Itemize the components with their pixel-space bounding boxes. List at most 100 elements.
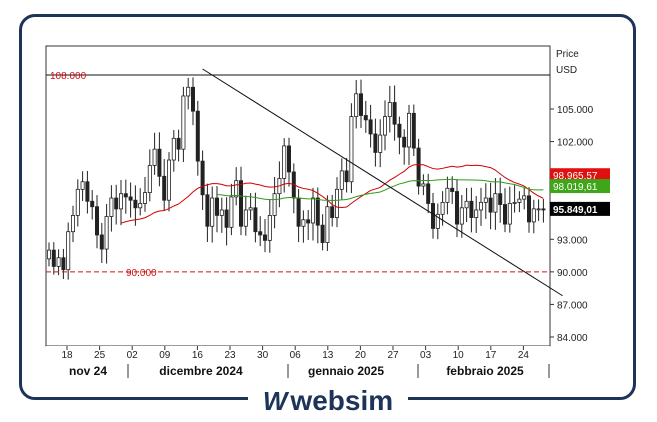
candle xyxy=(195,100,200,176)
x-tick-label: 23 xyxy=(224,350,236,361)
candle xyxy=(272,176,277,229)
candle xyxy=(262,219,267,253)
ma-short-tag: 98.965,57 xyxy=(550,168,610,183)
candle xyxy=(128,182,133,218)
candle xyxy=(171,130,176,172)
last-price-value: 95.849,01 xyxy=(553,205,598,216)
candle xyxy=(301,210,306,243)
candle xyxy=(339,158,344,200)
y-tick-label: 84.000 xyxy=(557,333,588,344)
month-label: gennaio 2025 xyxy=(308,364,384,378)
y-tick-label: 105.000 xyxy=(557,105,594,116)
candle xyxy=(354,80,359,129)
candle xyxy=(373,118,378,167)
candle xyxy=(85,170,90,214)
month-label: dicembre 2024 xyxy=(159,364,243,378)
candle xyxy=(430,193,435,239)
ma-long-value: 98.019,61 xyxy=(553,182,598,193)
candle xyxy=(498,177,503,223)
candle xyxy=(454,179,459,238)
candle xyxy=(99,222,104,263)
x-axis: 18 25 02 09 16 23 30 06 13 20 27 03 10 17 24 xyxy=(61,346,529,361)
websim-logo: W websim xyxy=(248,383,408,419)
x-tick-label: 30 xyxy=(257,350,269,361)
candle xyxy=(387,85,392,133)
candle xyxy=(325,195,330,251)
candle xyxy=(162,159,167,211)
candle xyxy=(51,242,56,275)
x-tick-label: 17 xyxy=(485,350,497,361)
axis-area xyxy=(46,346,550,382)
candle xyxy=(190,77,195,126)
candle xyxy=(114,184,119,225)
candle xyxy=(229,183,234,236)
level-108000-label: 108.000 xyxy=(50,71,87,82)
y-tick-label: 102.000 xyxy=(557,138,594,149)
x-tick-label: 27 xyxy=(387,350,399,361)
candle xyxy=(435,203,440,240)
candle xyxy=(334,177,339,228)
candle xyxy=(234,167,239,206)
candle xyxy=(119,180,124,226)
candle xyxy=(133,185,138,226)
last-price-tag: 95.849,01 xyxy=(550,201,610,216)
candle xyxy=(315,187,320,244)
candles-layer xyxy=(47,77,546,280)
candle xyxy=(95,195,100,249)
candle xyxy=(306,209,311,240)
x-tick-label: 18 xyxy=(61,350,73,361)
candle xyxy=(517,191,522,213)
candle xyxy=(267,199,272,253)
candle xyxy=(56,249,61,276)
candle xyxy=(71,205,76,243)
candle xyxy=(238,166,243,236)
currency-label: USD xyxy=(556,65,577,76)
candle xyxy=(210,186,215,243)
brand-name: websim xyxy=(290,385,394,416)
candle xyxy=(219,197,224,233)
candle xyxy=(483,183,488,219)
x-tick-label: 16 xyxy=(192,350,204,361)
candle xyxy=(109,185,114,232)
candle xyxy=(47,242,52,267)
candle xyxy=(474,195,479,233)
candle xyxy=(75,179,80,227)
candle xyxy=(224,197,229,246)
candle xyxy=(282,138,287,193)
candle xyxy=(253,192,258,243)
candle xyxy=(200,150,205,210)
candle xyxy=(536,199,541,221)
candle xyxy=(527,187,532,233)
candle xyxy=(464,188,469,223)
x-tick-label: 02 xyxy=(127,350,139,361)
candle xyxy=(90,190,95,220)
candle xyxy=(397,116,402,155)
candle xyxy=(502,188,507,233)
candle xyxy=(157,132,162,187)
candle xyxy=(320,214,325,251)
candle xyxy=(186,77,191,110)
candle xyxy=(378,119,383,168)
x-tick-label: 10 xyxy=(453,350,465,361)
candle xyxy=(459,194,464,238)
candle xyxy=(80,171,85,201)
y-tick-label: 93.000 xyxy=(557,235,588,246)
ma-short-line xyxy=(120,164,544,224)
y-axis: 105.000102.00099.00096.00093.00090.00087… xyxy=(550,105,594,344)
x-tick-label: 24 xyxy=(518,350,530,361)
candle xyxy=(416,138,421,195)
websim-mark-icon: W xyxy=(262,385,287,416)
candle xyxy=(522,187,527,210)
candle xyxy=(142,176,147,212)
x-tick-label: 25 xyxy=(94,350,106,361)
month-axis: nov 24 dicembre 2024 gennaio 2025 febbraio … xyxy=(69,364,550,378)
x-tick-label: 06 xyxy=(290,350,302,361)
candle xyxy=(66,222,71,280)
candle xyxy=(205,183,210,242)
x-tick-label: 20 xyxy=(355,350,367,361)
candle xyxy=(176,129,181,162)
candle xyxy=(411,104,416,156)
candle xyxy=(310,187,315,241)
candle xyxy=(349,103,354,194)
candle xyxy=(469,187,474,233)
